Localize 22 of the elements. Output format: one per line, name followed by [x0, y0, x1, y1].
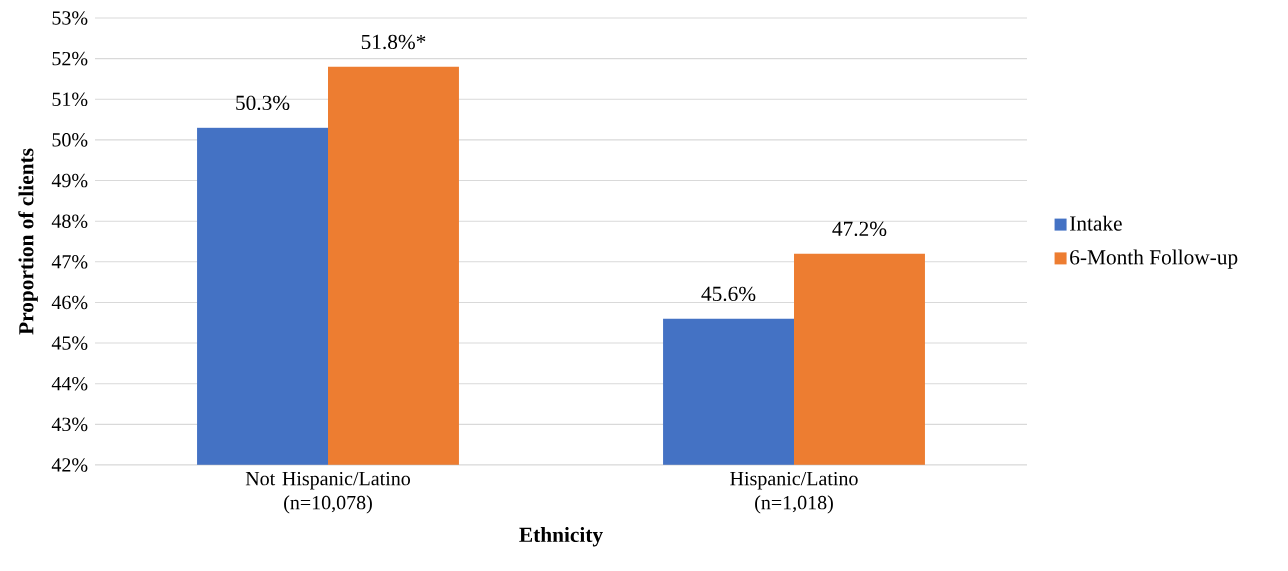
x-axis-title: Ethnicity — [519, 527, 603, 547]
y-tick-label: 49% — [51, 173, 88, 188]
y-tick-label: 53% — [52, 11, 88, 25]
y-tick-label: 52% — [52, 51, 88, 66]
y-tick-label: 46% — [51, 295, 88, 310]
y-tick-label: 50% — [52, 133, 88, 147]
y-tick-label: 42% — [51, 458, 88, 472]
y-tick-label: 44% — [51, 376, 88, 391]
y-tick-label: 45% — [51, 336, 88, 350]
x-tick-label: Not Hispanic/Latino (n=10,078) — [245, 471, 411, 514]
y-tick-label: 47% — [51, 255, 88, 269]
data-label: 47.2% — [832, 221, 887, 237]
x-tick-label: Hispanic/Latino (n=1,018) — [730, 471, 858, 514]
y-tick-label: 43% — [51, 417, 88, 432]
data-label: 45.6% — [701, 286, 756, 302]
data-label: 51.8%* — [361, 34, 426, 50]
legend-label: 6-Month Follow-up — [1070, 249, 1238, 269]
data-label: 50.3% — [236, 95, 290, 111]
y-axis-title: Proportion of clients — [18, 148, 38, 335]
legend-label: Intake — [1070, 215, 1122, 231]
y-tick-label: 51% — [52, 92, 88, 107]
y-tick-label: 48% — [51, 214, 88, 228]
